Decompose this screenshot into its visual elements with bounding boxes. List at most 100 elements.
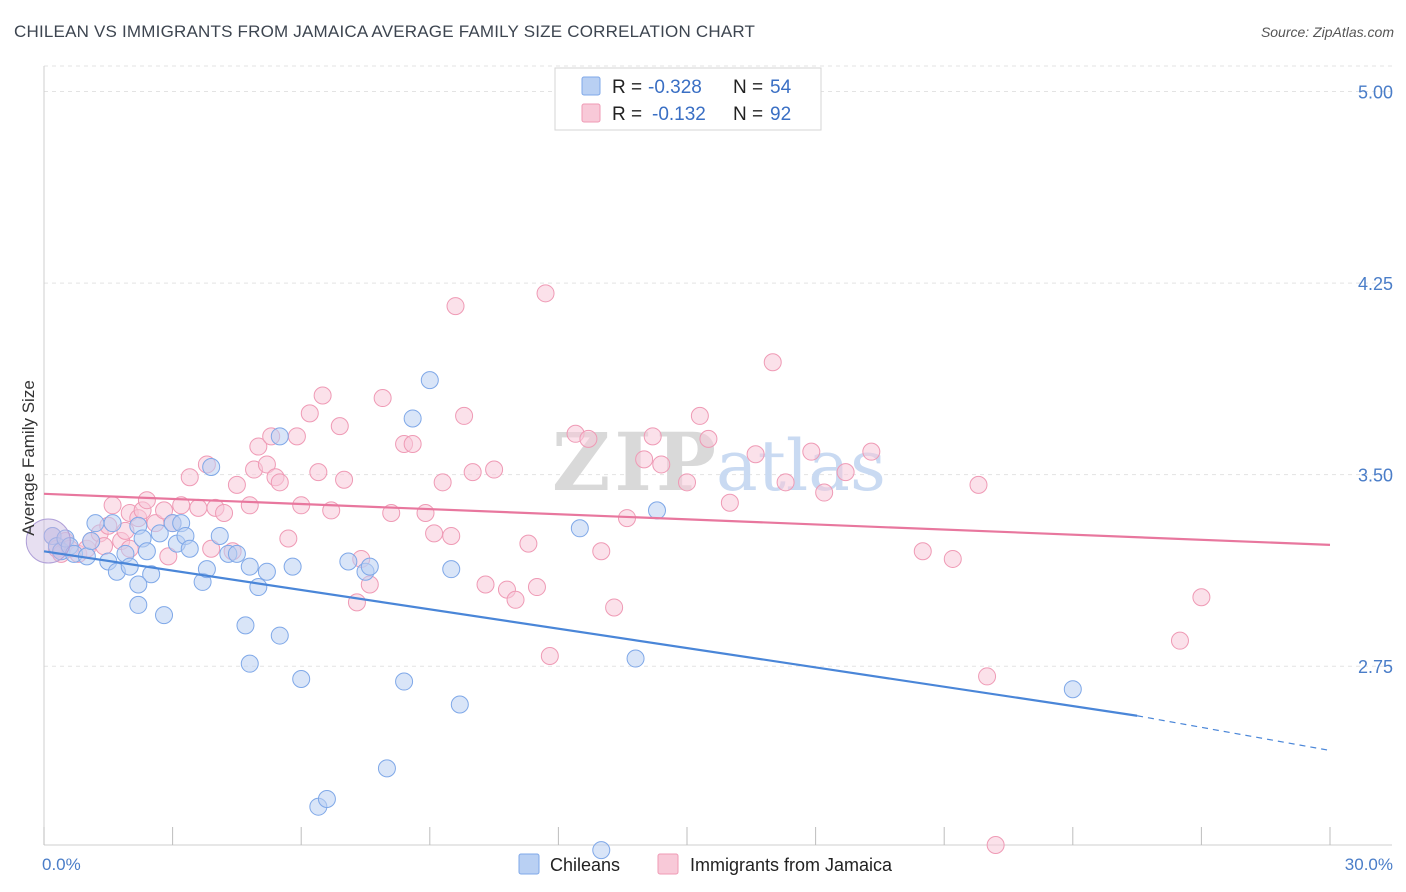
data-point-chileans: [210, 526, 229, 545]
data-point-chileans: [360, 557, 379, 576]
data-point-jamaica: [270, 473, 289, 492]
data-point-jamaica: [913, 542, 932, 561]
bottom-legend-label-chileans: Chileans: [550, 855, 620, 875]
data-point-jamaica: [536, 284, 555, 303]
data-point-jamaica: [943, 549, 962, 568]
data-point-chileans: [377, 759, 396, 778]
bottom-legend-swatch-jamaica: [657, 853, 679, 875]
chart-title: CHILEAN VS IMMIGRANTS FROM JAMAICA AVERA…: [14, 22, 756, 41]
data-point-jamaica: [485, 460, 504, 479]
trend-line-chileans-extension: [1136, 715, 1331, 752]
data-point-jamaica: [300, 404, 319, 423]
data-point-chileans: [270, 427, 289, 446]
data-point-chileans: [570, 519, 589, 538]
legend-swatch-chileans: [581, 76, 601, 96]
data-point-jamaica: [433, 473, 452, 492]
data-point-jamaica: [103, 496, 122, 515]
data-point-jamaica: [202, 539, 221, 558]
data-point-jamaica: [776, 473, 795, 492]
data-point-jamaica: [652, 455, 671, 474]
data-point-jamaica: [862, 442, 881, 461]
data-point-chileans: [270, 626, 289, 645]
data-point-jamaica: [189, 498, 208, 517]
data-point-chileans: [120, 557, 139, 576]
data-point-jamaica: [802, 442, 821, 461]
data-point-jamaica: [309, 463, 328, 482]
data-point-chileans: [197, 560, 216, 579]
data-point-chileans: [180, 539, 199, 558]
data-point-jamaica: [257, 455, 276, 474]
data-point-chileans: [129, 595, 148, 614]
data-point-chileans: [626, 649, 645, 668]
y-tick-label: 3.50: [1358, 466, 1393, 486]
y-tick-label: 4.25: [1358, 274, 1393, 294]
data-point-jamaica: [137, 491, 156, 510]
data-point-chileans: [592, 841, 611, 860]
data-point-jamaica: [540, 646, 559, 665]
data-point-jamaica: [425, 524, 444, 543]
data-point-chileans: [450, 695, 469, 714]
trend-line-chileans: [43, 550, 1138, 717]
data-point-jamaica: [455, 406, 474, 425]
data-point-jamaica: [592, 542, 611, 561]
bottom-legend-swatch-chileans: [518, 853, 540, 875]
data-point-jamaica: [330, 417, 349, 436]
data-point-jamaica: [287, 427, 306, 446]
data-point-jamaica: [240, 496, 259, 515]
data-point-jamaica: [215, 503, 234, 522]
data-point-jamaica: [279, 529, 298, 548]
data-point-jamaica: [249, 437, 268, 456]
watermark-atlas: atlas: [716, 425, 886, 507]
data-point-chileans: [227, 544, 246, 563]
bottom-legend: Chileans Immigrants from Jamaica: [518, 853, 893, 875]
data-point-chileans: [420, 371, 439, 390]
data-point-jamaica: [605, 598, 624, 617]
data-point-cluster: [25, 518, 71, 564]
trend-line-jamaica: [43, 492, 1331, 546]
y-axis-title: Average Family Size: [19, 380, 38, 536]
data-point-chileans: [86, 514, 105, 533]
y-tick-label: 5.00: [1358, 83, 1393, 103]
data-point-jamaica: [815, 483, 834, 502]
data-point-chileans: [129, 575, 148, 594]
data-point-jamaica: [579, 429, 598, 448]
top-legend: R = -0.328 N = 54 R = -0.132 N = 92: [554, 67, 822, 131]
data-point-chileans: [292, 669, 311, 688]
data-point-chileans: [103, 514, 122, 533]
data-point-jamaica: [172, 496, 191, 515]
data-point-jamaica: [227, 475, 246, 494]
data-point-chileans: [240, 557, 259, 576]
y-tick-label: 2.75: [1358, 657, 1393, 677]
data-point-jamaica: [1192, 588, 1211, 607]
data-point-chileans: [249, 578, 268, 597]
legend-n-label-1: N =: [733, 77, 763, 98]
legend-r-value-2: -0.132: [652, 104, 706, 125]
bottom-legend-label-jamaica: Immigrants from Jamaica: [690, 855, 893, 875]
data-point-chileans: [155, 606, 174, 625]
data-point-jamaica: [836, 463, 855, 482]
data-point-jamaica: [986, 836, 1005, 854]
series-chileans-points: [25, 371, 1082, 860]
data-point-chileans: [150, 524, 169, 543]
data-point-chileans: [339, 552, 358, 571]
legend-r-value-1: -0.328: [648, 77, 702, 98]
data-point-chileans: [647, 501, 666, 520]
data-point-jamaica: [313, 386, 332, 405]
legend-r-label-2: R =: [612, 104, 642, 125]
data-point-chileans: [257, 562, 276, 581]
legend-n-value-2: 92: [770, 104, 791, 125]
watermark: ZIP atlas: [552, 415, 886, 509]
data-point-jamaica: [159, 547, 178, 566]
data-point-jamaica: [969, 475, 988, 494]
data-point-jamaica: [746, 445, 765, 464]
data-point-jamaica: [1170, 631, 1189, 650]
data-point-chileans: [82, 532, 101, 551]
data-point-jamaica: [446, 297, 465, 316]
data-point-jamaica: [506, 590, 525, 609]
data-point-jamaica: [416, 503, 435, 522]
data-point-jamaica: [635, 450, 654, 469]
x-tick-label: 0.0%: [42, 855, 81, 874]
data-point-chileans: [395, 672, 414, 691]
legend-r-label-1: R =: [612, 77, 642, 98]
data-point-jamaica: [720, 493, 739, 512]
